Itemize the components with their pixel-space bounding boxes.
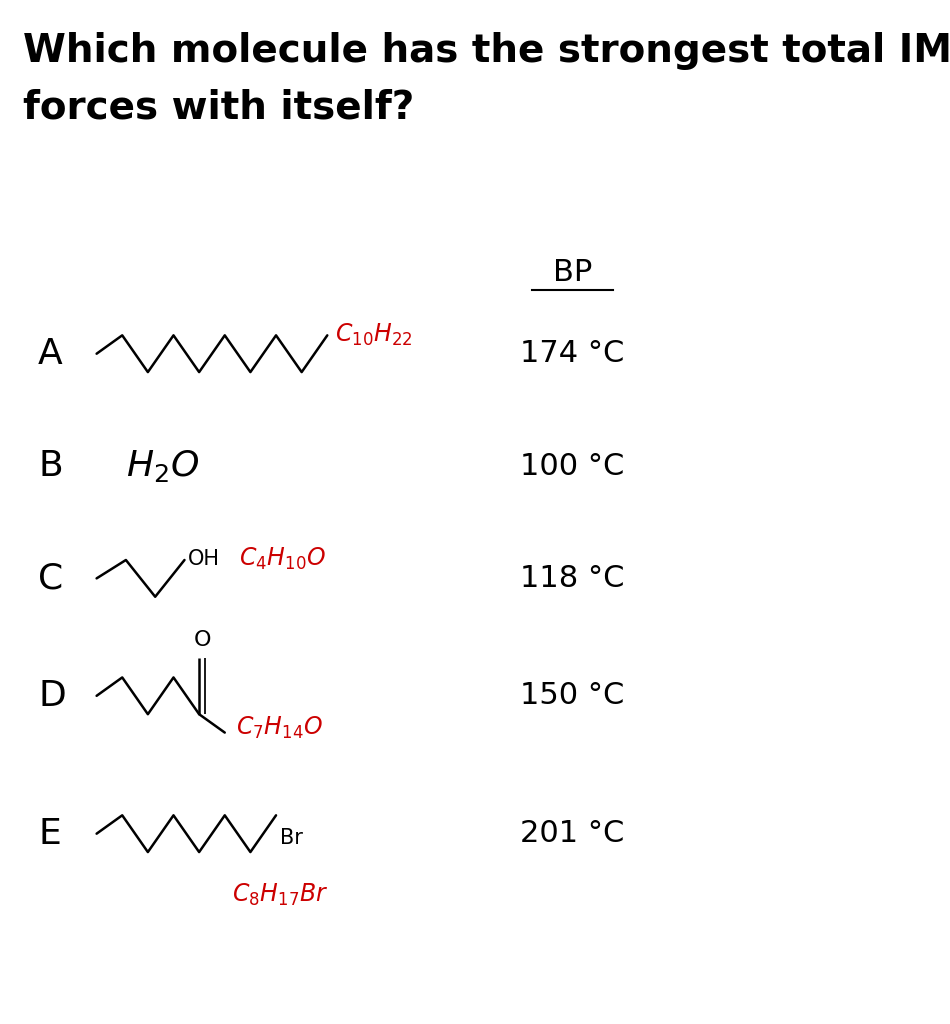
Text: 201 °C: 201 °C <box>521 819 625 848</box>
Text: $C_7H_{14}O$: $C_7H_{14}O$ <box>236 715 323 740</box>
Text: $C_{10}H_{22}$: $C_{10}H_{22}$ <box>334 323 412 348</box>
Text: $C_4H_{10}O$: $C_4H_{10}O$ <box>239 546 326 572</box>
Text: D: D <box>38 679 66 713</box>
Text: 118 °C: 118 °C <box>521 564 625 593</box>
Text: $H_2O$: $H_2O$ <box>126 449 200 484</box>
Text: Br: Br <box>279 827 302 848</box>
Text: C: C <box>38 561 64 595</box>
Text: $C_8H_{17}Br$: $C_8H_{17}Br$ <box>232 882 329 908</box>
Text: OH: OH <box>188 549 220 569</box>
Text: forces with itself?: forces with itself? <box>24 88 414 126</box>
Text: 174 °C: 174 °C <box>521 339 625 369</box>
Text: O: O <box>193 630 211 650</box>
Text: 150 °C: 150 °C <box>521 681 625 711</box>
Text: Which molecule has the strongest total IM: Which molecule has the strongest total I… <box>24 32 950 70</box>
Text: B: B <box>38 450 63 483</box>
Text: E: E <box>38 817 61 851</box>
Text: BP: BP <box>553 257 592 287</box>
Text: A: A <box>38 337 63 371</box>
Text: 100 °C: 100 °C <box>521 452 625 480</box>
